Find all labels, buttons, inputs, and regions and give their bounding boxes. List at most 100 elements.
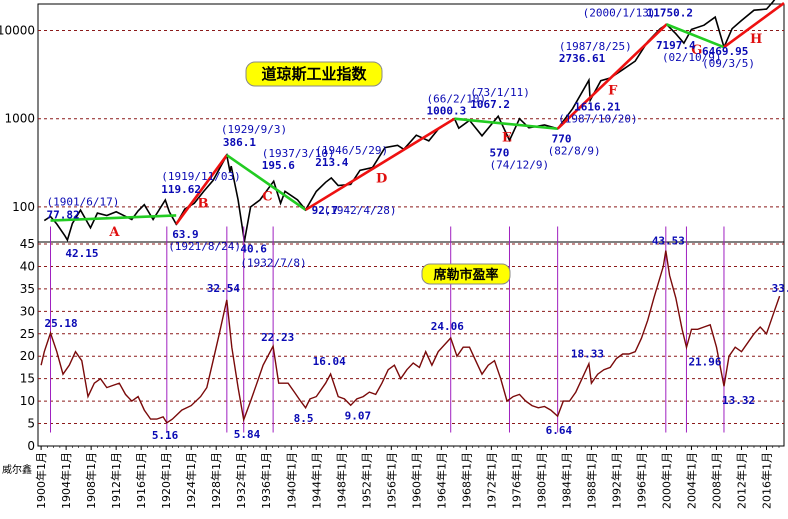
x-tick-label: 2008年1月 xyxy=(709,452,723,509)
x-tick-label: 1916年1月 xyxy=(134,452,148,509)
upper-annotation: (1929/9/3) xyxy=(221,123,287,136)
upper-annotation: (1946/5/29) xyxy=(315,144,388,157)
trendline-f xyxy=(556,23,668,130)
x-tick-label: 1956年1月 xyxy=(384,452,398,509)
upper-title-box xyxy=(245,61,383,87)
lower-y-tick-label: 15 xyxy=(20,372,35,386)
lower-title-box xyxy=(421,263,511,285)
x-tick-label: 1940年1月 xyxy=(284,452,298,509)
upper-annotation: (1987/10/20) xyxy=(558,112,637,125)
lower-plot-frame xyxy=(37,241,785,447)
x-tick-label: 1932年1月 xyxy=(234,452,248,509)
x-tick-label: 1980年1月 xyxy=(534,452,548,509)
upper-annotation: (66/2/10) xyxy=(426,93,486,106)
x-tick-label: 1960年1月 xyxy=(409,452,423,509)
lower-annotation: 5.84 xyxy=(234,428,261,441)
upper-annotation: (1901/6/17) xyxy=(47,196,120,209)
x-tick-label: 1948年1月 xyxy=(334,452,348,509)
x-tick-label: 1984年1月 xyxy=(559,452,573,509)
upper-annotation: 6469.95 xyxy=(702,45,748,58)
x-tick-label: 1996年1月 xyxy=(634,452,648,509)
x-tick-label: 1936年1月 xyxy=(259,452,273,509)
upper-annotation: (1987/8/25) xyxy=(559,40,632,53)
lower-annotation: 43.53 xyxy=(652,235,685,248)
upper-y-tick-label: 1000 xyxy=(4,112,35,126)
trendline-label-b: B xyxy=(198,197,209,212)
upper-annotation: (1932/7/8) xyxy=(240,256,306,269)
lower-annotation: 33.40 xyxy=(772,282,788,295)
lower-y-tick-label: 25 xyxy=(20,327,35,341)
x-tick-label: 1968年1月 xyxy=(459,452,473,509)
upper-annotation: (1921/8/24) xyxy=(168,240,241,253)
upper-annotation: 14198.1 xyxy=(655,0,702,2)
upper-annotation: (1919/11/03) xyxy=(161,170,240,183)
lower-y-tick-label: 30 xyxy=(20,304,35,318)
credit-label: 威尔鑫 xyxy=(2,463,32,476)
x-tick-label: 1908年1月 xyxy=(84,452,98,509)
x-tick-label: 1992年1月 xyxy=(609,452,623,509)
lower-y-tick-label: 45 xyxy=(20,237,35,251)
lower-annotation: 16.04 xyxy=(313,355,346,368)
upper-annotation: 1000.3 xyxy=(426,105,466,118)
upper-annotation: 7197.4 xyxy=(656,39,696,52)
lower-y-tick-label: 40 xyxy=(20,259,35,273)
upper-annotation: (82/8/9) xyxy=(548,145,601,158)
upper-annotation: (09/3/5) xyxy=(702,57,755,70)
x-tick-label: 2012年1月 xyxy=(734,452,748,509)
upper-annotation: (1937/3/10) xyxy=(262,147,335,160)
x-tick-label: 1944年1月 xyxy=(309,452,323,509)
upper-annotation: (73/1/11) xyxy=(470,86,530,99)
trendline-b xyxy=(175,154,228,225)
x-tick-label: 1920年1月 xyxy=(159,452,173,509)
trendline-label-d: D xyxy=(376,171,387,186)
upper-y-tick-label: 10000 xyxy=(0,24,35,38)
x-tick-label: 2004年1月 xyxy=(684,452,698,509)
upper-annotation: 195.6 xyxy=(262,159,295,172)
lower-y-tick-label: 0 xyxy=(27,439,35,453)
lower-annotation: 24.06 xyxy=(431,320,464,333)
upper-y-tick-label: 100 xyxy=(12,200,35,214)
upper-annotation: 770 xyxy=(552,133,572,146)
dow-price-line xyxy=(43,0,776,242)
trendline-d xyxy=(304,117,456,211)
upper-annotation: 42.15 xyxy=(65,247,98,260)
trendline-label-g: G xyxy=(691,43,702,58)
upper-annotation: 2736.61 xyxy=(559,52,606,65)
upper-annotation: 11750.2 xyxy=(647,6,693,19)
lower-y-tick-label: 10 xyxy=(20,394,35,408)
trendline-label-f: F xyxy=(608,84,618,99)
upper-annotation: 119.62 xyxy=(161,183,201,196)
trendline-label-e: E xyxy=(502,131,512,146)
lower-annotation: 8.5 xyxy=(294,412,314,425)
upper-annotation: (02/10/9) xyxy=(662,51,722,64)
upper-annotation: 77.82 xyxy=(47,209,80,222)
upper-annotation: (2000/1/13) xyxy=(583,6,656,19)
x-tick-label: 1900年1月 xyxy=(34,452,48,509)
x-tick-label: 1988年1月 xyxy=(584,452,598,509)
upper-annotation: 570 xyxy=(489,146,509,159)
upper-plot-frame xyxy=(37,3,785,243)
x-tick-label: 1924年1月 xyxy=(184,452,198,509)
cape-line xyxy=(40,250,781,424)
lower-y-tick-label: 35 xyxy=(20,282,35,296)
upper-annotation: (1942/4/28) xyxy=(324,204,397,217)
trendline-label-a: A xyxy=(108,225,120,240)
lower-annotation: 22.23 xyxy=(261,331,294,344)
lower-annotation: 32.54 xyxy=(207,282,240,295)
lower-chart-title: 席勒市盈率 xyxy=(433,267,498,283)
upper-annotation: (74/12/9) xyxy=(489,158,549,171)
trendline-c xyxy=(226,154,307,211)
x-tick-label: 1964年1月 xyxy=(434,452,448,509)
trendline-a xyxy=(50,214,177,222)
upper-annotation: 386.1 xyxy=(223,136,256,149)
trendline-label-h: H xyxy=(750,32,762,47)
trendline-h xyxy=(723,2,785,49)
x-tick-label: 1952年1月 xyxy=(359,452,373,509)
x-tick-label: 1904年1月 xyxy=(59,452,73,509)
lower-annotation: 5.16 xyxy=(152,429,179,442)
lower-annotation: 6.64 xyxy=(546,424,573,437)
trendline-g xyxy=(666,23,725,49)
lower-annotation: 9.07 xyxy=(345,409,372,422)
x-tick-label: 1912年1月 xyxy=(109,452,123,509)
